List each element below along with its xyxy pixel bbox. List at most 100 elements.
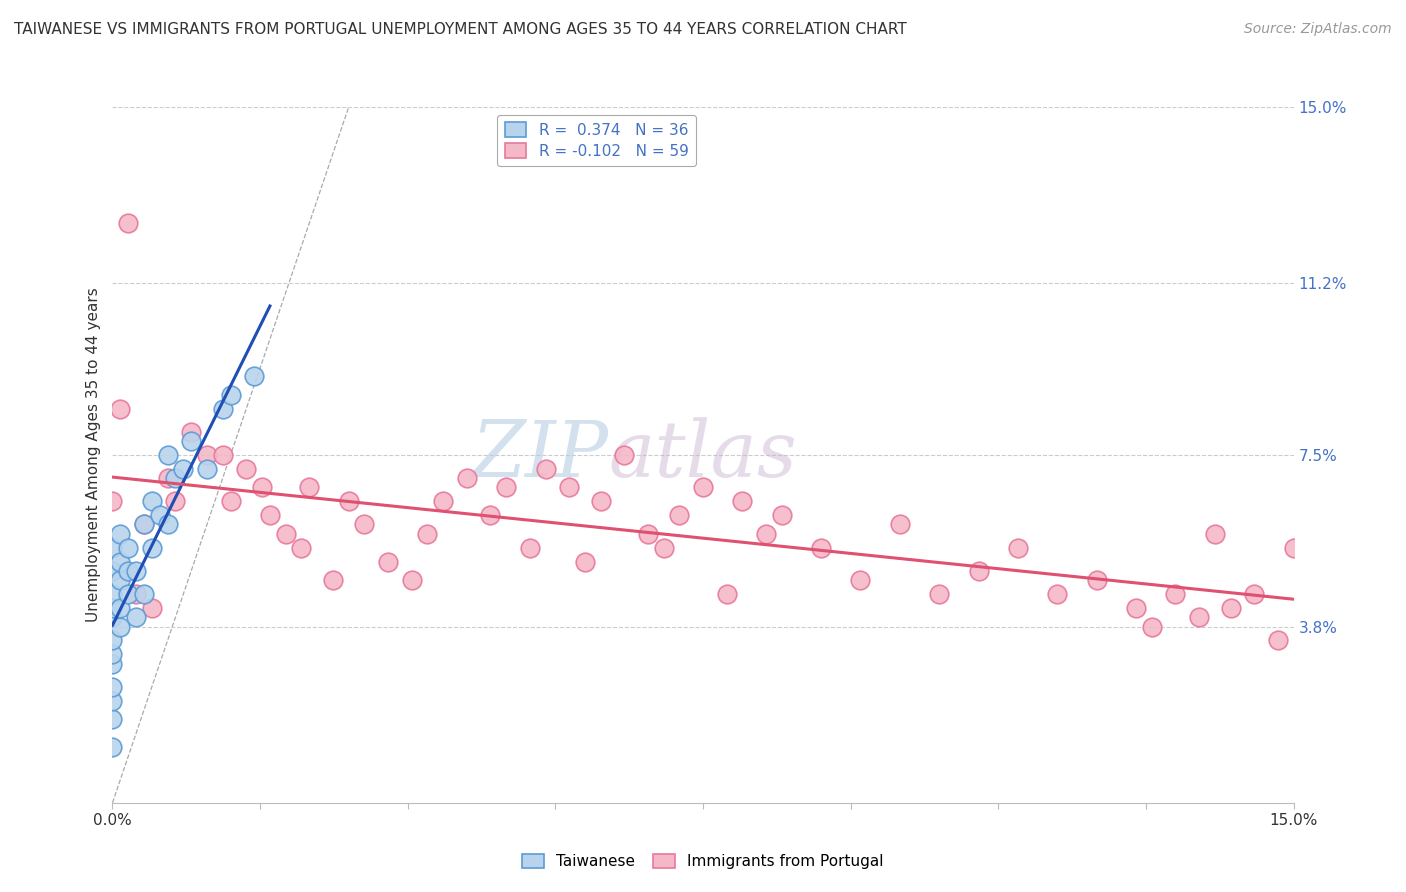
Point: [219, 387, 242, 401]
Point: [1188, 610, 1211, 624]
Point: [1243, 587, 1265, 601]
Point: [180, 434, 202, 448]
Point: [613, 448, 636, 462]
Point: [401, 573, 423, 587]
Point: [101, 633, 124, 648]
Point: [101, 541, 124, 555]
Point: [101, 712, 124, 726]
Point: [1219, 601, 1241, 615]
Point: [1204, 526, 1226, 541]
Point: [353, 517, 375, 532]
Point: [132, 587, 155, 601]
Point: [928, 587, 950, 601]
Point: [110, 555, 132, 569]
Point: [117, 541, 139, 555]
Point: [770, 508, 793, 523]
Point: [141, 494, 163, 508]
Point: [456, 471, 478, 485]
Point: [211, 401, 233, 416]
Point: [377, 555, 399, 569]
Point: [1007, 541, 1029, 555]
Point: [101, 564, 124, 578]
Point: [101, 648, 124, 662]
Point: [195, 462, 218, 476]
Y-axis label: Unemployment Among Ages 35 to 44 years: Unemployment Among Ages 35 to 44 years: [86, 287, 101, 623]
Point: [101, 657, 124, 671]
Point: [125, 610, 148, 624]
Point: [337, 494, 360, 508]
Point: [180, 425, 202, 439]
Point: [156, 448, 179, 462]
Legend: Taiwanese, Immigrants from Portugal: Taiwanese, Immigrants from Portugal: [516, 847, 890, 875]
Point: [637, 526, 659, 541]
Point: [110, 573, 132, 587]
Point: [322, 573, 344, 587]
Point: [101, 694, 124, 708]
Point: [125, 564, 148, 578]
Point: [1125, 601, 1147, 615]
Point: [172, 462, 194, 476]
Point: [101, 610, 124, 624]
Point: [117, 564, 139, 578]
Point: [132, 517, 155, 532]
Point: [1164, 587, 1187, 601]
Point: [117, 216, 139, 230]
Point: [101, 587, 124, 601]
Point: [479, 508, 502, 523]
Text: atlas: atlas: [609, 417, 797, 493]
Point: [274, 526, 297, 541]
Point: [141, 541, 163, 555]
Point: [692, 480, 714, 494]
Point: [259, 508, 281, 523]
Point: [101, 680, 124, 694]
Point: [141, 601, 163, 615]
Point: [668, 508, 690, 523]
Point: [156, 471, 179, 485]
Point: [149, 508, 172, 523]
Point: [810, 541, 832, 555]
Point: [889, 517, 911, 532]
Point: [243, 369, 266, 384]
Point: [101, 601, 124, 615]
Point: [534, 462, 557, 476]
Point: [589, 494, 612, 508]
Point: [290, 541, 312, 555]
Point: [558, 480, 581, 494]
Point: [219, 494, 242, 508]
Point: [652, 541, 675, 555]
Point: [967, 564, 990, 578]
Text: ZIP: ZIP: [471, 417, 609, 493]
Point: [132, 517, 155, 532]
Point: [156, 517, 179, 532]
Point: [110, 619, 132, 633]
Legend: R =  0.374   N = 36, R = -0.102   N = 59: R = 0.374 N = 36, R = -0.102 N = 59: [498, 115, 696, 167]
Text: Source: ZipAtlas.com: Source: ZipAtlas.com: [1244, 22, 1392, 37]
Point: [211, 448, 233, 462]
Point: [110, 601, 132, 615]
Point: [1046, 587, 1069, 601]
Point: [849, 573, 872, 587]
Point: [1140, 619, 1163, 633]
Point: [495, 480, 517, 494]
Point: [165, 471, 187, 485]
Point: [101, 494, 124, 508]
Point: [298, 480, 321, 494]
Point: [1267, 633, 1289, 648]
Point: [250, 480, 273, 494]
Point: [165, 494, 187, 508]
Point: [235, 462, 257, 476]
Point: [716, 587, 738, 601]
Point: [519, 541, 541, 555]
Point: [125, 587, 148, 601]
Point: [110, 526, 132, 541]
Text: TAIWANESE VS IMMIGRANTS FROM PORTUGAL UNEMPLOYMENT AMONG AGES 35 TO 44 YEARS COR: TAIWANESE VS IMMIGRANTS FROM PORTUGAL UN…: [14, 22, 907, 37]
Point: [574, 555, 596, 569]
Point: [416, 526, 439, 541]
Point: [1282, 541, 1305, 555]
Point: [101, 740, 124, 755]
Point: [117, 587, 139, 601]
Point: [731, 494, 754, 508]
Point: [432, 494, 454, 508]
Point: [110, 401, 132, 416]
Point: [1085, 573, 1108, 587]
